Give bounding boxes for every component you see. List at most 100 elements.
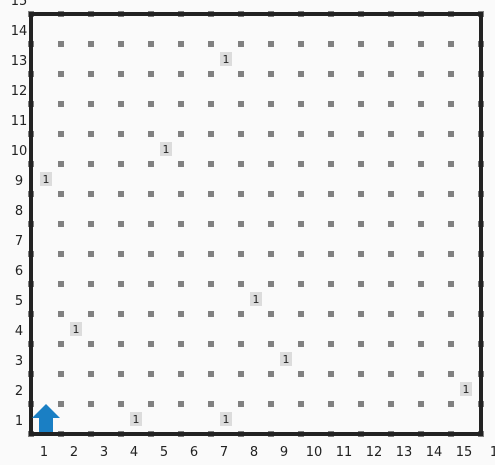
grid-dot [418, 371, 424, 377]
grid-dot [238, 341, 244, 347]
grid-dot [238, 221, 244, 227]
beeper-count: 1 [463, 383, 470, 396]
grid-dot [448, 221, 454, 227]
grid-dot [298, 71, 304, 77]
street-label: 6 [15, 264, 23, 279]
grid-dot [358, 341, 364, 347]
beeper: 1 [160, 142, 172, 156]
grid-dot [448, 191, 454, 197]
beeper-count: 1 [223, 53, 230, 66]
street-label: 8 [15, 204, 23, 219]
grid-dot [268, 131, 274, 137]
grid-dot [58, 281, 64, 287]
grid-dot [448, 161, 454, 167]
grid-dot [88, 71, 94, 77]
grid-dot [238, 371, 244, 377]
grid-dot [148, 131, 154, 137]
grid-dot [298, 161, 304, 167]
street-label: 13 [11, 54, 28, 69]
grid-dot [238, 191, 244, 197]
grid-dot [208, 41, 214, 47]
grid-dot [238, 161, 244, 167]
grid-dot [208, 401, 214, 407]
beeper-count: 1 [283, 353, 290, 366]
grid-dot [88, 161, 94, 167]
grid-dot [118, 101, 124, 107]
grid-dot [358, 131, 364, 137]
grid-dot [208, 221, 214, 227]
grid-dot [178, 161, 184, 167]
grid-dot [178, 401, 184, 407]
grid-dot [268, 401, 274, 407]
avenue-label: 10 [306, 445, 323, 460]
grid-dot [298, 41, 304, 47]
grid-dot [178, 101, 184, 107]
grid-dot [298, 191, 304, 197]
grid-dot [118, 371, 124, 377]
grid-dot [118, 71, 124, 77]
beeper: 1 [460, 382, 472, 396]
grid-dot [448, 101, 454, 107]
grid-dot [178, 341, 184, 347]
grid-dot [88, 281, 94, 287]
grid-dot [148, 191, 154, 197]
grid-dot [118, 251, 124, 257]
grid-dot [118, 161, 124, 167]
grid-dot [388, 131, 394, 137]
grid-dot [178, 251, 184, 257]
grid-dot [208, 251, 214, 257]
grid-dot [358, 71, 364, 77]
grid-dot [178, 281, 184, 287]
grid-dot [268, 161, 274, 167]
grid-dot [88, 101, 94, 107]
street-label: 7 [15, 234, 23, 249]
grid-dot [268, 71, 274, 77]
grid-dot [208, 311, 214, 317]
avenue-label: 1 [40, 445, 48, 460]
beeper: 1 [70, 322, 82, 336]
grid-dot [388, 251, 394, 257]
grid-dot [358, 401, 364, 407]
avenue-label: 9 [280, 445, 288, 460]
grid-dot [58, 251, 64, 257]
grid-dot [238, 281, 244, 287]
beeper: 1 [220, 412, 232, 426]
grid-dot [148, 251, 154, 257]
grid-dot [298, 371, 304, 377]
grid-dot [418, 341, 424, 347]
grid-dot [448, 341, 454, 347]
grid-dot [58, 131, 64, 137]
street-label: 9 [15, 174, 23, 189]
grid-dot [268, 191, 274, 197]
grid-dot [328, 371, 334, 377]
grid-dot [388, 101, 394, 107]
grid-dot [268, 251, 274, 257]
grid-dot [208, 191, 214, 197]
grid-dot [358, 371, 364, 377]
grid-dot [148, 41, 154, 47]
grid-dot [238, 311, 244, 317]
grid-dot [418, 41, 424, 47]
grid-dot [298, 101, 304, 107]
street-label: 10 [11, 144, 28, 159]
grid-dot [58, 161, 64, 167]
street-label: 2 [15, 384, 23, 399]
avenue-label: 8 [250, 445, 258, 460]
grid-dot [388, 191, 394, 197]
grid-dot [298, 341, 304, 347]
avenue-label: 3 [100, 445, 108, 460]
grid-dot [238, 251, 244, 257]
grid-dot [388, 221, 394, 227]
beeper-count: 1 [43, 173, 50, 186]
beeper-count: 1 [73, 323, 80, 336]
grid-dot [208, 281, 214, 287]
grid-dot [118, 311, 124, 317]
grid-dot [208, 131, 214, 137]
grid-dot [178, 71, 184, 77]
grid-dot [88, 131, 94, 137]
avenue-label: 7 [220, 445, 228, 460]
grid-dot [448, 131, 454, 137]
grid-dot [58, 341, 64, 347]
grid-dot [358, 191, 364, 197]
